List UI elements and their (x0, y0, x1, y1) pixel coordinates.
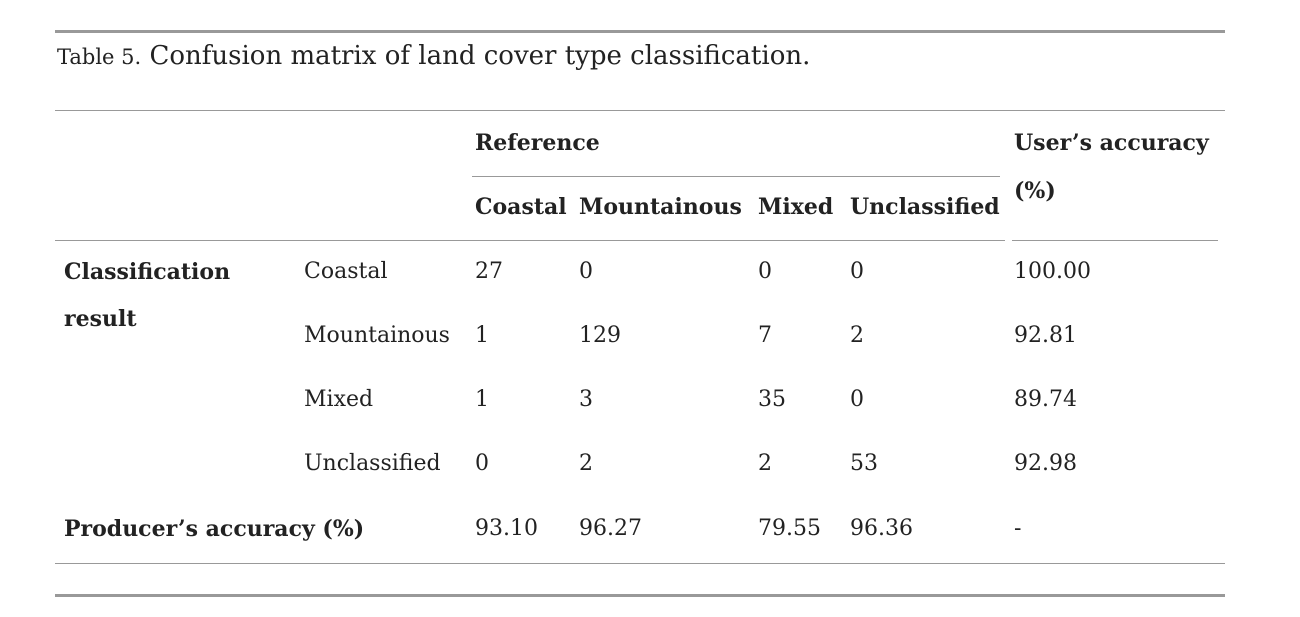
table-cell: 0 (579, 259, 593, 284)
top-rule (55, 30, 1225, 33)
table-cell: 0 (850, 259, 864, 284)
producers-accuracy-label: Producer’s accuracy (%) (64, 516, 365, 542)
row-label-unclassified: Unclassified (304, 451, 441, 476)
users-accuracy-cell: 100.00 (1014, 259, 1091, 284)
table-cell: 53 (850, 451, 878, 476)
table-cell: 1 (475, 323, 489, 348)
table-cell: 129 (579, 323, 621, 348)
caption-text: Confusion matrix of land cover type clas… (149, 41, 811, 71)
table-cell: 35 (758, 387, 786, 412)
header-bottom-rule (55, 240, 1005, 241)
row-group-label: Classification (64, 259, 231, 285)
producers-users-accuracy-cell: - (1014, 516, 1022, 541)
col-header-mixed: Mixed (758, 194, 834, 220)
users-accuracy-unit: (%) (1014, 178, 1056, 204)
reference-subrule (472, 176, 1000, 177)
header-top-rule (55, 110, 1225, 111)
col-header-unclassified: Unclassified (850, 194, 1000, 220)
table-cell: 27 (475, 259, 503, 284)
table-cell: 0 (850, 387, 864, 412)
table-bottom-rule (55, 563, 1225, 564)
table-cell: 3 (579, 387, 593, 412)
users-accuracy-cell: 92.98 (1014, 451, 1077, 476)
header-bottom-rule-right (1012, 240, 1218, 241)
table-cell: 0 (475, 451, 489, 476)
producers-accuracy-cell: 93.10 (475, 516, 538, 541)
table-cell: 7 (758, 323, 772, 348)
row-label-mixed: Mixed (304, 387, 374, 412)
producers-accuracy-cell: 79.55 (758, 516, 821, 541)
col-header-mountainous: Mountainous (579, 194, 742, 220)
col-header-coastal: Coastal (475, 194, 567, 220)
table-cell: 1 (475, 387, 489, 412)
reference-heading: Reference (475, 130, 600, 156)
table-cell: 0 (758, 259, 772, 284)
table-caption: Table 5. Confusion matrix of land cover … (57, 38, 810, 75)
row-label-coastal: Coastal (304, 259, 388, 284)
users-accuracy-heading: User’s accuracy (1014, 130, 1209, 156)
producers-accuracy-cell: 96.36 (850, 516, 913, 541)
bottom-rule (55, 594, 1225, 597)
users-accuracy-cell: 89.74 (1014, 387, 1077, 412)
row-label-mountainous: Mountainous (304, 323, 450, 348)
table-cell: 2 (850, 323, 864, 348)
table-cell: 2 (579, 451, 593, 476)
row-group-label-2: result (64, 306, 137, 332)
producers-accuracy-cell: 96.27 (579, 516, 642, 541)
table-cell: 2 (758, 451, 772, 476)
users-accuracy-cell: 92.81 (1014, 323, 1077, 348)
caption-label: Table 5. (57, 45, 142, 69)
